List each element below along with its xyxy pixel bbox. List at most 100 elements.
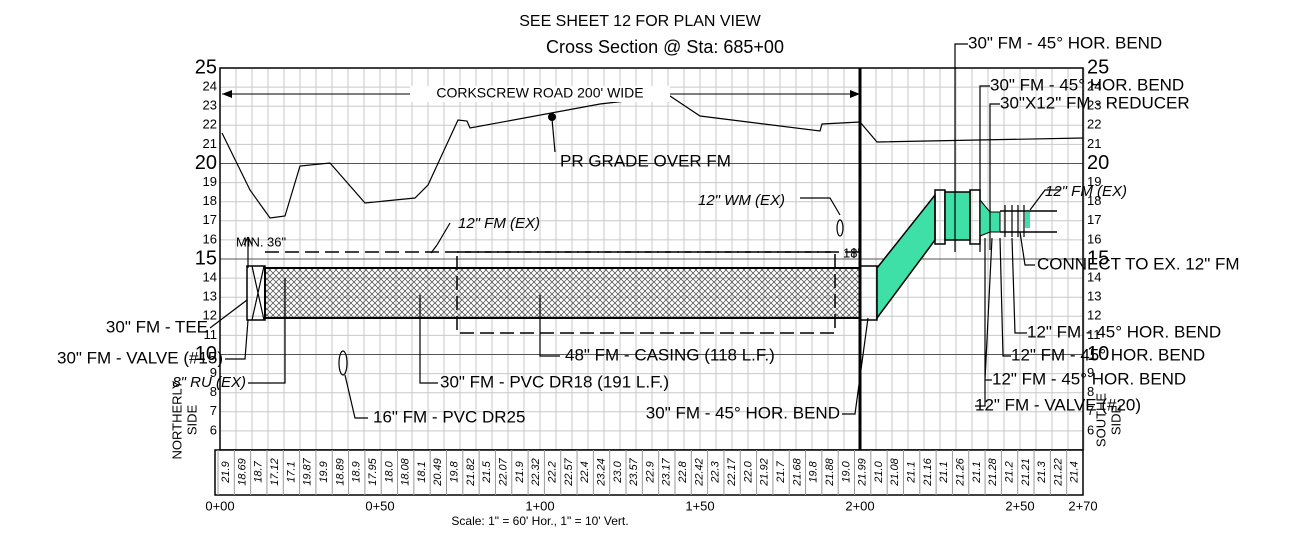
profile-value: 21.08 [889, 457, 901, 486]
elevation-label: 13 [1087, 289, 1101, 304]
callout: 12" FM - VALVE (#20) [975, 395, 1141, 414]
elevation-label: 11 [204, 327, 218, 342]
elevation-label: 8 [1087, 384, 1094, 399]
profile-value: 21.82 [465, 458, 477, 487]
profile-values: 21.9 18.69 18.7 17.12 17.1 19.87 19.9 18.89 18.9… [217, 450, 1081, 495]
callout: 30" FM - PVC DR18 (191 L.F.) [440, 372, 669, 391]
profile-value: 21.92 [759, 458, 771, 487]
pipe [264, 267, 861, 319]
elevation-label: 10 [195, 343, 217, 365]
profile-value: 22.07 [498, 457, 510, 486]
profile-value: 18.9 [351, 461, 363, 482]
elevation-label: 7 [1087, 403, 1094, 418]
profile-value: 21.4 [1069, 461, 1081, 483]
profile-value: 23.17 [661, 457, 673, 486]
elevation-label: 6 [210, 422, 217, 437]
leaders [209, 43, 1060, 419]
profile-table [214, 449, 1084, 496]
callout: MIN. 36" [236, 234, 287, 249]
elevation-label: 10 [1087, 343, 1109, 365]
station-label: 2+00 [845, 498, 874, 513]
profile-value: 21.2 [1003, 461, 1015, 483]
callout: 48" FM - CASING (118 L.F.) [565, 345, 775, 364]
elevation-label: 15 [1087, 247, 1109, 269]
side-label: SIDE [1108, 405, 1123, 436]
side-label: NORTHERLY [169, 380, 184, 459]
profile-value: 22.57 [563, 457, 575, 486]
side-label: SIDE [184, 405, 199, 436]
profile-value: 22.4 [579, 461, 591, 483]
elevation-label: 8 [210, 384, 217, 399]
elevation-label: 21 [1087, 136, 1101, 151]
profile-value: 19.8 [808, 460, 820, 482]
profile-value: 21.0 [873, 460, 885, 483]
profile-value: 19.9 [318, 461, 330, 482]
elevation-label: 22 [1087, 117, 1101, 132]
callout: PR GRADE OVER FM [560, 151, 731, 170]
profile-value: 22.42 [693, 458, 705, 487]
elevation-label: 12 [1087, 308, 1101, 323]
callout: 12" WM (EX) [698, 192, 785, 209]
elevation-label: 23 [203, 98, 217, 113]
fittings [1004, 205, 1025, 237]
elevation-label: 25 [1087, 56, 1109, 78]
station-label: 2+70 [1068, 498, 1097, 513]
callout: 12" FM (EX) [458, 215, 540, 232]
elevation-label: 24 [1087, 79, 1101, 94]
profile-value: 22.8 [677, 460, 689, 483]
pipe [1025, 212, 1030, 228]
callout: 30" FM - TEE [106, 317, 208, 336]
ticks [243, 236, 438, 254]
elevation-label: 24 [203, 79, 217, 94]
profile-value: 19.0 [840, 460, 852, 482]
station-label: 0+00 [205, 498, 234, 513]
profile-value: 22.17 [726, 457, 738, 486]
profile-value: 22.0 [742, 460, 754, 483]
profile-value: 19.87 [302, 457, 314, 485]
profile-value: 18.89 [334, 458, 346, 486]
tee [246, 265, 266, 321]
elevation-label: 18 [203, 193, 217, 208]
station-label: 1+00 [525, 498, 554, 513]
elevation-label: 14 [203, 270, 217, 285]
profile-value: 23.24 [595, 458, 607, 487]
elevation-label: 7 [210, 403, 217, 418]
profile-value: 21.7 [775, 460, 787, 483]
elevation-label: 6 [1087, 422, 1094, 437]
profile-value: 18.69 [236, 458, 248, 486]
callout: 30" FM - 45° HOR. BEND [990, 75, 1184, 94]
callout: 30" FM - 45° HOR. BEND [646, 403, 840, 422]
elevation-label: 9 [210, 365, 217, 380]
profile-value: 21.68 [791, 457, 803, 486]
profile-value: 21.28 [987, 457, 999, 486]
wm [836, 219, 844, 237]
profile-value: 21.16 [922, 457, 934, 486]
elevation-label: 19 [203, 174, 217, 189]
profile-value: 21.21 [1020, 458, 1032, 487]
profile-value: 18.7 [253, 460, 265, 482]
elevation-label: 11 [1087, 327, 1101, 342]
profile-value: 21.3 [1036, 460, 1048, 483]
elevation-label: 19 [1087, 174, 1101, 189]
profile-value: 21.9 [220, 461, 232, 483]
callout: 30"X12" FM - REDUCER [1000, 93, 1190, 112]
profile-value: 22.2 [546, 461, 558, 483]
pipe [944, 191, 971, 241]
callout: 8" RU (EX) [172, 374, 246, 391]
elevation-label: 15 [195, 247, 217, 269]
elevation-label: 17 [1087, 212, 1101, 227]
profile-value: 17.12 [269, 458, 281, 486]
profile-value: 20.49 [432, 458, 444, 487]
ground-line [221, 95, 1084, 219]
scale: Scale: 1" = 60' Hor., 1" = 10' Vert. [451, 514, 628, 528]
side-label: SOUTHE [1093, 393, 1108, 448]
profile-value: 21.88 [824, 457, 836, 486]
elevation-label: 13 [203, 289, 217, 304]
profile-value: 23.0 [612, 460, 624, 483]
bend [859, 265, 878, 321]
elevation-label: 21 [203, 136, 217, 151]
elevation-label: 14 [1087, 270, 1101, 285]
callout: 12" FM - 45° HOR. BEND [1027, 322, 1221, 341]
pipe-16 [338, 350, 348, 376]
